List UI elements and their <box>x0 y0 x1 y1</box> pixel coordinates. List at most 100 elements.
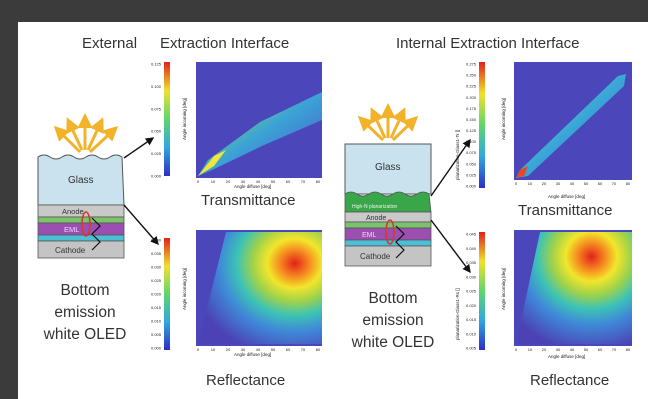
left-refl-ylabel: Angle incoming [deg] <box>182 268 187 310</box>
right-caption-line1: Bottom <box>368 290 418 307</box>
left-refl-xlabel: Angle diffuse [deg] <box>234 352 271 357</box>
right-emission-arrows <box>357 103 419 142</box>
right-trans-hotspot <box>516 166 528 178</box>
right-trans-cbar-tick-0: 0.275 <box>466 62 477 67</box>
title-extraction-interface-left: Extraction Interface <box>160 35 290 52</box>
left-trans-xtick-2: 20 <box>226 179 231 184</box>
left-emission-arrows <box>53 113 119 154</box>
right-refl-xtick-1: 10 <box>528 347 533 352</box>
left-trans-cbar-tick-4: 0.025 <box>151 151 162 156</box>
right-trans-cbar-tick-3: 0.200 <box>466 95 477 100</box>
left-trans-xtick-8: 80 <box>316 179 321 184</box>
left-transmittance-plot: 0.125 0.100 0.075 0.050 0.025 0.000 0 10 20 30 40… <box>151 62 322 189</box>
left-refl-xticks: 0 10 20 30 40 50 60 70 80 <box>197 347 321 352</box>
right-trans-xtick-1: 10 <box>528 181 533 186</box>
right-refl-field <box>516 232 632 344</box>
right-refl-cbar-tick-7: 0.010 <box>466 331 477 336</box>
right-trans-colorbar-ticks: 0.275 0.250 0.225 0.200 0.175 0.150 0.125 0.100… <box>466 62 477 189</box>
left-glass-label: Glass <box>68 175 94 186</box>
left-refl-cbar-tick-5: 0.015 <box>151 305 162 310</box>
right-trans-cbar-tick-4: 0.175 <box>466 106 477 111</box>
left-refl-colorbar <box>164 238 170 350</box>
left-trans-cbar-tick-5: 0.000 <box>151 174 162 179</box>
left-refl-xtick-1: 10 <box>211 347 216 352</box>
left-refl-xtick-4: 40 <box>256 347 261 352</box>
left-refl-field <box>198 232 322 344</box>
right-trans-xtick-2: 20 <box>542 181 547 186</box>
right-reflectance-plot: 0.045 0.040 0.035 0.030 0.025 0.020 0.015 0.010… <box>455 230 632 359</box>
right-trans-cbar-tick-5: 0.150 <box>466 117 477 122</box>
right-refl-colorbar-ticks: 0.045 0.040 0.035 0.030 0.025 0.020 0.015 0.010… <box>466 232 477 351</box>
right-refl-cbar-tick-6: 0.015 <box>466 317 477 322</box>
left-arrow-to-transmittance <box>123 137 155 159</box>
right-refl-xtick-4: 40 <box>570 347 575 352</box>
left-trans-ylabel: Angle incoming [deg] <box>182 98 187 140</box>
left-cathode-layer <box>37 240 125 259</box>
left-trans-xtick-5: 50 <box>271 179 276 184</box>
right-caption-line2: emission <box>362 312 424 329</box>
left-trans-xtick-1: 10 <box>211 179 216 184</box>
left-arrow-to-reflectance <box>123 204 159 246</box>
left-refl-cbar-tick-3: 0.025 <box>151 278 162 283</box>
right-trans-ylabel: Angle incoming [deg] <box>501 98 506 140</box>
right-anode-label: Anode <box>366 215 386 222</box>
title-internal-extraction-interface: Internal Extraction Interface <box>396 35 580 52</box>
left-caption: Bottom emission white OLED <box>30 280 140 346</box>
right-emitter-dipole <box>385 219 395 245</box>
left-trans-xticks: 0 10 20 30 40 50 60 70 80 <box>197 179 321 184</box>
left-refl-xtick-6: 60 <box>286 347 291 352</box>
left-caption-line3: white OLED <box>43 326 127 343</box>
left-trans-colorbar <box>164 62 170 176</box>
left-trans-cbar-tick-2: 0.075 <box>151 106 162 111</box>
right-refl-cbar-tick-0: 0.045 <box>466 232 477 237</box>
right-refl-cbar-tick-3: 0.030 <box>466 274 477 279</box>
left-cyan-layer <box>37 234 125 242</box>
right-refl-xtick-0: 0 <box>515 347 518 352</box>
left-refl-cbar-tick-0: 0.040 <box>151 238 162 243</box>
right-trans-xtick-4: 40 <box>570 181 575 186</box>
left-trans-hotspot <box>198 150 226 176</box>
right-caption-line3: white OLED <box>351 334 435 351</box>
left-trans-cbar-tick-0: 0.125 <box>151 62 162 67</box>
right-eml-layer <box>344 227 432 241</box>
right-reflectance-label: Reflectance <box>530 372 610 389</box>
right-trans-xticks: 0 10 20 30 40 50 60 70 80 <box>515 181 631 186</box>
title-external: External <box>82 35 138 52</box>
right-trans-xtick-0: 0 <box>515 181 518 186</box>
right-trans-xtick-5: 50 <box>584 181 589 186</box>
right-cathode-label: Cathode <box>360 252 391 261</box>
right-trans-xtick-8: 80 <box>626 181 631 186</box>
left-refl-cbar-tick-1: 0.035 <box>151 251 162 256</box>
left-trans-xtick-0: 0 <box>197 179 200 184</box>
right-glass-layer <box>344 143 432 195</box>
left-refl-cbar-tick-8: 0.000 <box>151 346 162 351</box>
left-trans-xtick-7: 70 <box>301 179 306 184</box>
left-caption-line1: Bottom <box>60 282 110 299</box>
right-trans-cbar-tick-7: 0.100 <box>466 139 477 144</box>
left-oled-stack: Glass Anode EML Cathode <box>37 113 125 259</box>
left-refl-xtick-5: 50 <box>271 347 276 352</box>
right-refl-cbar-tick-8: 0.005 <box>466 346 477 351</box>
right-high-n-layer <box>344 191 432 213</box>
left-trans-xlabel: Angle diffuse [deg] <box>234 184 271 189</box>
right-trans-band <box>516 74 626 178</box>
left-refl-xtick-2: 20 <box>226 347 231 352</box>
right-refl-cbar-tick-2: 0.035 <box>466 260 477 265</box>
left-trans-cbar-tick-1: 0.100 <box>151 84 162 89</box>
right-trans-xtick-6: 60 <box>598 181 603 186</box>
left-anode-label: Anode <box>62 207 84 216</box>
right-trans-xtick-3: 30 <box>556 181 561 186</box>
left-reflectance-label: Reflectance <box>206 372 286 389</box>
right-trans-cbar-tick-1: 0.250 <box>466 73 477 78</box>
right-arrow-to-reflectance <box>430 219 471 274</box>
right-refl-cbar-tick-1: 0.040 <box>466 246 477 251</box>
left-trans-cbar-tick-3: 0.050 <box>151 129 162 134</box>
right-trans-xlabel: Angle diffuse [deg] <box>548 194 585 199</box>
right-refl-cbar-label: planarization-Glass1-Rs [] <box>455 288 460 340</box>
right-refl-xtick-7: 70 <box>612 347 617 352</box>
right-eml-label: EML <box>362 232 377 239</box>
left-refl-xtick-0: 0 <box>197 347 200 352</box>
right-transmittance-plot: 0.275 0.250 0.225 0.200 0.175 0.150 0.125 0.100… <box>455 62 632 199</box>
left-caption-line2: emission <box>54 304 116 321</box>
